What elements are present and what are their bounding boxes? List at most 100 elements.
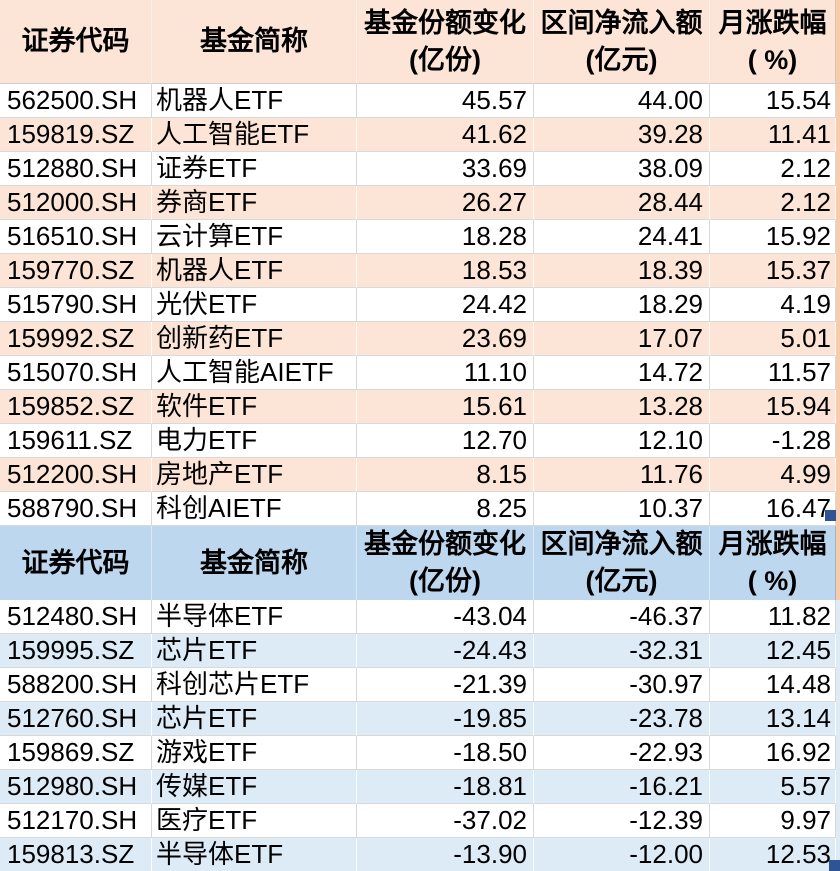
cell-monthly-change[interactable]: 11.57 [710, 356, 836, 390]
header-security-code[interactable]: 证券代码 [0, 526, 152, 601]
cell-monthly-change[interactable]: 5.01 [710, 322, 836, 356]
cell-share-change[interactable]: 15.61 [357, 390, 534, 424]
cell-net-inflow[interactable]: 28.44 [534, 186, 710, 220]
cell-share-change[interactable]: 33.69 [357, 152, 534, 186]
cell-share-change[interactable]: 24.42 [357, 288, 534, 322]
cell-code[interactable]: 159770.SZ [0, 254, 152, 288]
cell-name[interactable]: 人工智能ETF [152, 118, 357, 152]
cell-code[interactable]: 159869.SZ [0, 736, 152, 770]
cell-code[interactable]: 159995.SZ [0, 634, 152, 668]
cell-monthly-change[interactable]: 9.97 [710, 804, 836, 838]
cell-monthly-change[interactable]: 2.12 [710, 186, 836, 220]
cell-monthly-change[interactable]: 15.54 [710, 84, 836, 118]
cell-monthly-change[interactable]: 16.47 [710, 492, 836, 526]
cell-net-inflow[interactable]: 10.37 [534, 492, 710, 526]
cell-code[interactable]: 516510.SH [0, 220, 152, 254]
cell-name[interactable]: 软件ETF [152, 390, 357, 424]
header-share-change[interactable]: 基金份额变化 (亿份) [357, 0, 534, 84]
cell-code[interactable]: 159819.SZ [0, 118, 152, 152]
cell-code[interactable]: 512200.SH [0, 458, 152, 492]
cell-share-change[interactable]: 23.69 [357, 322, 534, 356]
cell-net-inflow[interactable]: -23.78 [534, 702, 710, 736]
cell-share-change[interactable]: 8.25 [357, 492, 534, 526]
cell-monthly-change[interactable]: 4.99 [710, 458, 836, 492]
cell-name[interactable]: 科创AIETF [152, 492, 357, 526]
cell-net-inflow[interactable]: -32.31 [534, 634, 710, 668]
cell-code[interactable]: 512000.SH [0, 186, 152, 220]
cell-name[interactable]: 券商ETF [152, 186, 357, 220]
cell-code[interactable]: 159611.SZ [0, 424, 152, 458]
cell-net-inflow[interactable]: 12.10 [534, 424, 710, 458]
cell-code[interactable]: 512880.SH [0, 152, 152, 186]
cell-name[interactable]: 云计算ETF [152, 220, 357, 254]
cell-code[interactable]: 159813.SZ [0, 838, 152, 871]
cell-share-change[interactable]: -24.43 [357, 634, 534, 668]
cell-name[interactable]: 传媒ETF [152, 770, 357, 804]
cell-net-inflow[interactable]: 17.07 [534, 322, 710, 356]
cell-code[interactable]: 562500.SH [0, 84, 152, 118]
cell-code[interactable]: 512760.SH [0, 702, 152, 736]
cell-name[interactable]: 创新药ETF [152, 322, 357, 356]
cell-net-inflow[interactable]: 14.72 [534, 356, 710, 390]
cell-share-change[interactable]: -21.39 [357, 668, 534, 702]
cell-code[interactable]: 588790.SH [0, 492, 152, 526]
cell-name[interactable]: 半导体ETF [152, 838, 357, 871]
header-monthly-change[interactable]: 月涨跌幅 ( %) [710, 526, 836, 601]
cell-monthly-change[interactable]: 16.92 [710, 736, 836, 770]
cell-name[interactable]: 光伏ETF [152, 288, 357, 322]
cell-name[interactable]: 医疗ETF [152, 804, 357, 838]
cell-code[interactable]: 515790.SH [0, 288, 152, 322]
cell-share-change[interactable]: 45.57 [357, 84, 534, 118]
cell-code[interactable]: 159992.SZ [0, 322, 152, 356]
cell-monthly-change[interactable]: -1.28 [710, 424, 836, 458]
cell-share-change[interactable]: -13.90 [357, 838, 534, 871]
header-net-inflow[interactable]: 区间净流入额 (亿元) [534, 526, 710, 601]
cell-name[interactable]: 科创芯片ETF [152, 668, 357, 702]
header-monthly-change[interactable]: 月涨跌幅 ( %) [710, 0, 836, 84]
cell-share-change[interactable]: 18.53 [357, 254, 534, 288]
cell-code[interactable]: 588200.SH [0, 668, 152, 702]
cell-monthly-change[interactable]: 4.19 [710, 288, 836, 322]
cell-share-change[interactable]: 11.10 [357, 356, 534, 390]
cell-code[interactable]: 159852.SZ [0, 390, 152, 424]
cell-monthly-change[interactable]: 12.45 [710, 634, 836, 668]
cell-net-inflow[interactable]: 39.28 [534, 118, 710, 152]
cell-name[interactable]: 机器人ETF [152, 254, 357, 288]
cell-net-inflow[interactable]: 44.00 [534, 84, 710, 118]
cell-share-change[interactable]: 18.28 [357, 220, 534, 254]
cell-name[interactable]: 人工智能AIETF [152, 356, 357, 390]
cell-code[interactable]: 515070.SH [0, 356, 152, 390]
cell-share-change[interactable]: -18.81 [357, 770, 534, 804]
cell-share-change[interactable]: -19.85 [357, 702, 534, 736]
cell-share-change[interactable]: -43.04 [357, 600, 534, 634]
cell-monthly-change[interactable]: 11.82 [710, 600, 836, 634]
cell-net-inflow[interactable]: -12.39 [534, 804, 710, 838]
cell-name[interactable]: 芯片ETF [152, 702, 357, 736]
cell-name[interactable]: 电力ETF [152, 424, 357, 458]
cell-code[interactable]: 512480.SH [0, 600, 152, 634]
cell-net-inflow[interactable]: 18.39 [534, 254, 710, 288]
cell-name[interactable]: 芯片ETF [152, 634, 357, 668]
cell-monthly-change[interactable]: 14.48 [710, 668, 836, 702]
cell-name[interactable]: 游戏ETF [152, 736, 357, 770]
header-security-code[interactable]: 证券代码 [0, 0, 152, 84]
fill-handle-top[interactable] [825, 510, 836, 521]
cell-net-inflow[interactable]: -22.93 [534, 736, 710, 770]
cell-net-inflow[interactable]: 24.41 [534, 220, 710, 254]
cell-net-inflow[interactable]: -30.97 [534, 668, 710, 702]
cell-monthly-change[interactable]: 13.14 [710, 702, 836, 736]
cell-net-inflow[interactable]: 11.76 [534, 458, 710, 492]
cell-share-change[interactable]: -18.50 [357, 736, 534, 770]
cell-net-inflow[interactable]: -16.21 [534, 770, 710, 804]
cell-monthly-change[interactable]: 2.12 [710, 152, 836, 186]
cell-name[interactable]: 房地产ETF [152, 458, 357, 492]
cell-share-change[interactable]: 26.27 [357, 186, 534, 220]
header-share-change[interactable]: 基金份额变化 (亿份) [357, 526, 534, 601]
cell-share-change[interactable]: 8.15 [357, 458, 534, 492]
header-fund-name[interactable]: 基金简称 [152, 0, 357, 84]
cell-share-change[interactable]: -37.02 [357, 804, 534, 838]
cell-name[interactable]: 机器人ETF [152, 84, 357, 118]
cell-name[interactable]: 半导体ETF [152, 600, 357, 634]
fill-handle-bottom[interactable] [829, 860, 840, 871]
cell-monthly-change[interactable]: 15.92 [710, 220, 836, 254]
